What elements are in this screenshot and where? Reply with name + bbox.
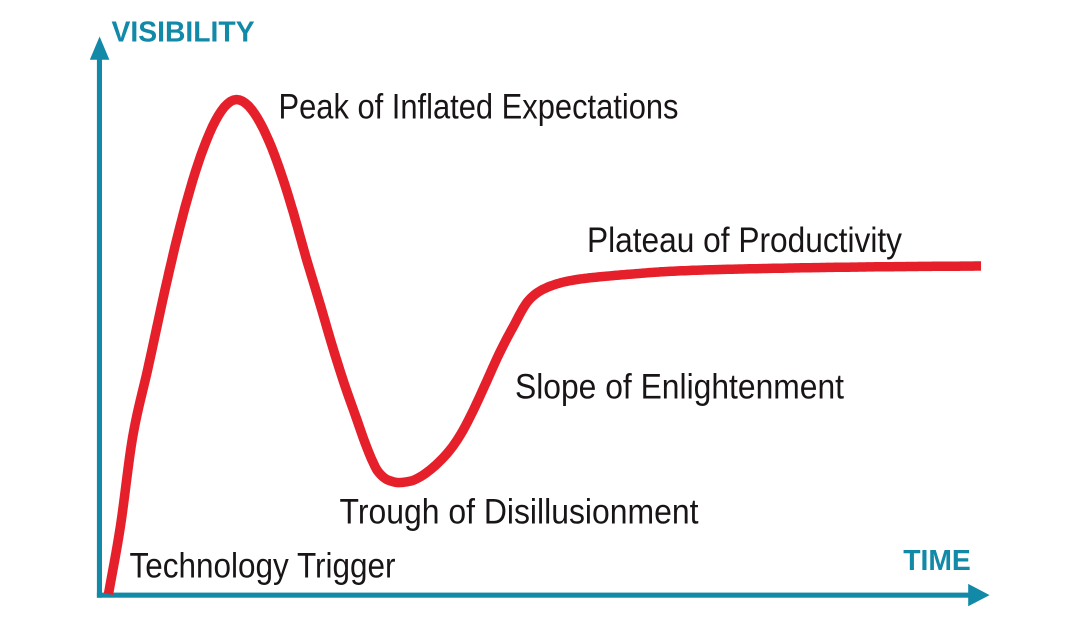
svg-text:Slope of Enlightenment: Slope of Enlightenment <box>515 368 844 407</box>
svg-text:Plateau of Productivity: Plateau of Productivity <box>587 221 902 260</box>
svg-text:Technology Trigger: Technology Trigger <box>130 546 396 585</box>
svg-text:Peak of Inflated Expectations: Peak of Inflated Expectations <box>279 88 679 127</box>
svg-text:Trough of Disillusionment: Trough of Disillusionment <box>340 492 699 531</box>
svg-text:TIME: TIME <box>903 544 971 576</box>
svg-text:VISIBILITY: VISIBILITY <box>112 15 255 47</box>
